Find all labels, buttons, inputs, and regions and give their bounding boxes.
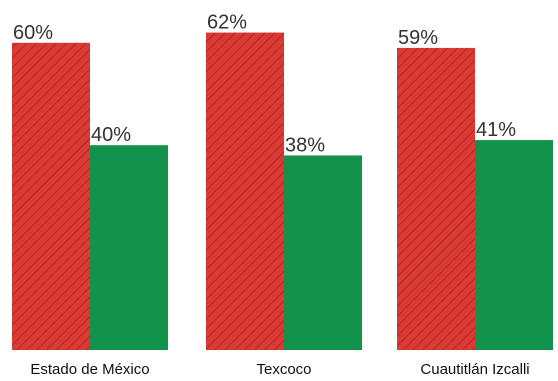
value-label-1-2: 41%: [476, 119, 516, 141]
value-label-0-1: 62%: [207, 12, 247, 34]
value-label-1-0: 40%: [91, 124, 131, 146]
bar-green-2: [475, 140, 553, 350]
bar-red-1: [206, 32, 284, 351]
category-label-2: Cuautitlán Izcalli: [420, 361, 529, 378]
value-label-0-2: 59%: [398, 27, 438, 49]
bar-red-2: [397, 47, 475, 351]
category-label-0: Estado de México: [30, 361, 149, 378]
chart-marks: 60% 40% Estado de México 62% 38% Texcoco 59% 41…: [12, 12, 553, 378]
value-label-0-0: 60%: [13, 22, 53, 44]
bar-green-1: [284, 155, 362, 350]
bar-green-0: [90, 145, 168, 350]
category-label-1: Texcoco: [256, 361, 311, 378]
bar-red-0: [12, 42, 90, 351]
value-label-1-1: 38%: [285, 134, 325, 156]
